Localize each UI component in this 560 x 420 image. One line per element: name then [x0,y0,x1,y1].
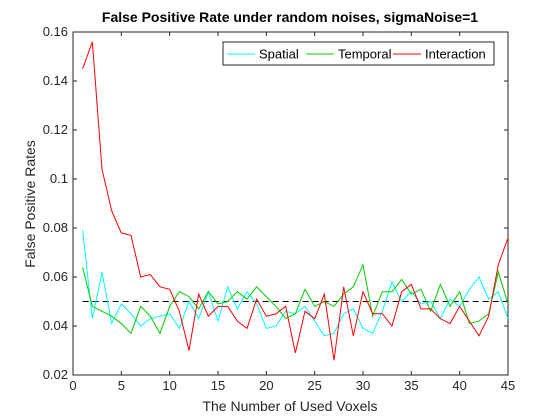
y-tick-label: 0.04 [43,318,68,333]
legend-label-interaction: Interaction [425,47,486,62]
x-tick-label: 20 [259,378,273,393]
legend-label-temporal: Temporal [338,47,392,62]
axis-ticks: 0 5 10 15 20 25 30 35 40 45 0.02 0.04 0.06 0.08 0.1 0.1… [43,24,516,393]
y-tick-label: 0.02 [43,367,68,382]
y-tick-label: 0.08 [43,220,68,235]
legend-items: Spatial Temporal Interaction [227,47,486,62]
plot-area [72,31,509,376]
y-tick-label: 0.1 [50,171,68,186]
series-line-interaction [82,41,509,361]
x-tick-label: 45 [501,378,515,393]
x-tick-label: 5 [118,378,125,393]
y-tick-label: 0.14 [43,73,68,88]
y-tick-label: 0.16 [43,24,68,39]
legend: Spatial Temporal Interaction [222,41,495,66]
chart-title: False Positive Rate under random noises,… [102,9,478,25]
y-tick-label: 0.06 [43,269,68,284]
x-tick-label: 40 [452,378,466,393]
x-tick-label: 35 [404,378,418,393]
x-axis-label: The Number of Used Voxels [202,398,377,414]
x-tick-label: 0 [69,378,76,393]
legend-label-spatial: Spatial [259,47,299,62]
x-tick-label: 25 [307,378,321,393]
y-tick-label: 0.12 [43,122,68,137]
y-axis-label: False Positive Rates [22,140,38,268]
legend-box [222,41,495,66]
x-tick-label: 15 [211,378,225,393]
series-line-temporal [82,263,509,335]
series-group [82,41,509,361]
x-tick-label: 10 [162,378,176,393]
x-tick-label: 30 [356,378,370,393]
